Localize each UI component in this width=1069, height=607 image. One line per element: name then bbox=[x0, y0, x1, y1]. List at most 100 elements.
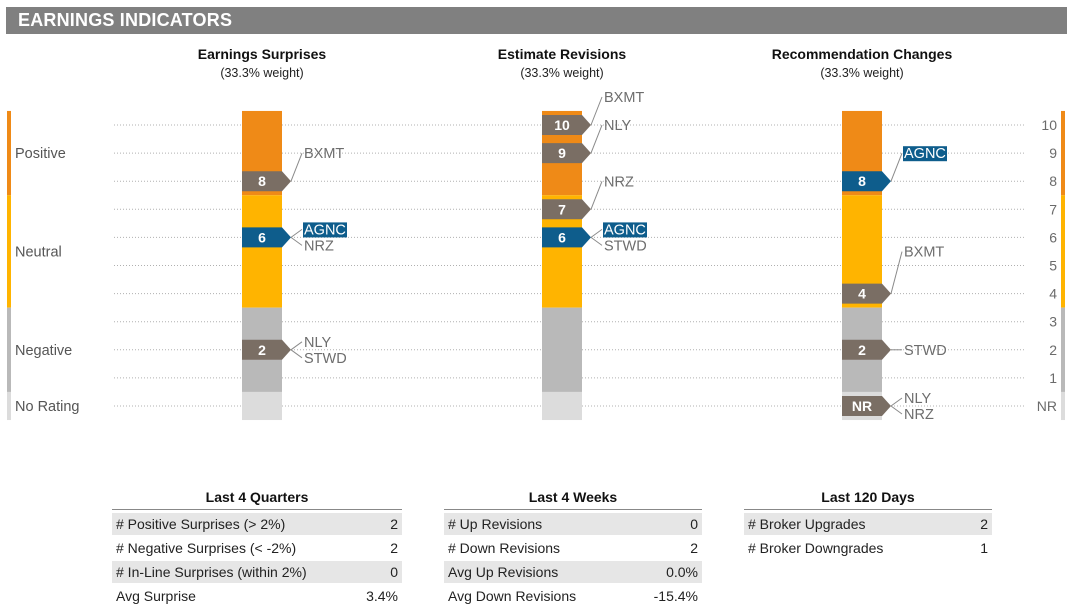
zone-bar-segment bbox=[242, 391, 282, 421]
ticker-highlight bbox=[303, 222, 347, 238]
table-row: # Negative Surprises (< -2%) 2 bbox=[112, 537, 402, 559]
score-marker-label: 8 bbox=[858, 173, 866, 189]
score-marker-label: 4 bbox=[858, 286, 866, 302]
callout-leader bbox=[890, 405, 903, 415]
ticker-label: BXMT bbox=[904, 245, 944, 261]
callout-leader bbox=[290, 153, 303, 182]
y-tick-label: 10 bbox=[1041, 117, 1057, 133]
y-tick-label: 3 bbox=[1049, 314, 1057, 330]
y-tick-label: 2 bbox=[1049, 342, 1057, 358]
y-tick-label: 5 bbox=[1049, 258, 1057, 274]
y-tick-label: NR bbox=[1037, 398, 1057, 414]
row-value: 0 bbox=[390, 564, 398, 580]
score-marker bbox=[842, 283, 891, 304]
ticker-label: AGNC bbox=[304, 222, 346, 238]
ticker-label: AGNC bbox=[604, 222, 646, 238]
table-title: Last 120 Days bbox=[821, 489, 915, 505]
chart-subtitle: (33.3% weight) bbox=[220, 66, 303, 80]
zone-label: Negative bbox=[15, 343, 72, 359]
ticker-label: NRZ bbox=[604, 174, 634, 190]
ticker-label: BXMT bbox=[304, 146, 344, 162]
row-label: # Broker Upgrades bbox=[748, 516, 866, 532]
table-row: # Broker Upgrades 2 bbox=[744, 513, 992, 535]
row-label: # In-Line Surprises (within 2%) bbox=[116, 564, 307, 580]
zone-bar-segment bbox=[242, 195, 282, 308]
score-marker bbox=[242, 171, 291, 192]
zone-band-right bbox=[1061, 391, 1065, 421]
table-last-4-quarters: Last 4 Quarters # Positive Surprises (> … bbox=[112, 489, 402, 607]
callout-leader bbox=[890, 397, 903, 407]
table-row: # Positive Surprises (> 2%) 2 bbox=[112, 513, 402, 535]
row-label: # Broker Downgrades bbox=[748, 540, 884, 556]
callout-leader bbox=[590, 96, 603, 126]
table-divider bbox=[444, 509, 702, 510]
score-marker bbox=[542, 143, 591, 164]
row-label: # Positive Surprises (> 2%) bbox=[116, 516, 286, 532]
score-marker bbox=[842, 171, 891, 192]
zone-band-right bbox=[1061, 110, 1065, 196]
zone-band-left bbox=[7, 110, 11, 196]
row-value: 2 bbox=[980, 516, 988, 532]
table-title: Last 4 Quarters bbox=[205, 489, 309, 505]
row-label: Avg Surprise bbox=[116, 588, 196, 604]
section-title: EARNINGS INDICATORS bbox=[18, 10, 233, 30]
score-marker bbox=[242, 227, 291, 248]
table-row: # In-Line Surprises (within 2%) 0 bbox=[112, 561, 402, 583]
table-divider bbox=[744, 509, 992, 510]
row-value: 0.0% bbox=[666, 564, 698, 580]
score-marker bbox=[842, 339, 891, 360]
score-marker-label: 7 bbox=[558, 201, 566, 217]
ticker-label: STWD bbox=[304, 351, 347, 367]
ticker-label: NRZ bbox=[304, 238, 334, 254]
y-tick-label: 9 bbox=[1049, 145, 1057, 161]
score-marker-label: 9 bbox=[558, 145, 566, 161]
score-marker bbox=[542, 115, 591, 135]
callout-leader bbox=[290, 236, 303, 246]
y-tick-label: 7 bbox=[1049, 201, 1057, 217]
row-label: Avg Down Revisions bbox=[448, 588, 577, 604]
y-tick-label: 1 bbox=[1049, 370, 1057, 386]
zone-label: No Rating bbox=[15, 399, 79, 415]
callout-leader bbox=[890, 251, 903, 294]
header-bar: EARNINGS INDICATORS bbox=[6, 7, 1067, 34]
table-row: # Down Revisions 2 bbox=[444, 537, 702, 559]
ticker-label: STWD bbox=[904, 343, 947, 359]
row-label: # Up Revisions bbox=[448, 516, 543, 532]
score-marker-label: 10 bbox=[554, 117, 570, 133]
y-tick-label: 8 bbox=[1049, 173, 1057, 189]
row-label: Avg Up Revisions bbox=[448, 564, 559, 580]
zone-bar-segment bbox=[542, 307, 582, 392]
row-value: 2 bbox=[390, 540, 398, 556]
zone-band-left bbox=[7, 391, 11, 421]
score-marker-label: 6 bbox=[558, 229, 566, 245]
table-row: Avg Down Revisions -15.4% bbox=[444, 585, 702, 607]
ticker-highlight bbox=[903, 146, 947, 162]
callout-leader bbox=[590, 228, 603, 238]
zone-band-left bbox=[7, 195, 11, 308]
callout-leader bbox=[290, 228, 303, 238]
score-marker bbox=[242, 339, 291, 360]
zone-band-left bbox=[7, 307, 11, 392]
table-divider bbox=[112, 509, 402, 510]
row-value: 0 bbox=[690, 516, 698, 532]
row-label: # Down Revisions bbox=[448, 540, 561, 556]
score-marker bbox=[542, 227, 591, 248]
row-value: 2 bbox=[390, 516, 398, 532]
earnings-indicators-chart: NR 1 2 3 4 5 6 7 8 9 10 Positive Neutral Negative No R… bbox=[7, 46, 1065, 423]
table-last-120-days: Last 120 Days # Broker Upgrades 2 # Brok… bbox=[744, 489, 992, 559]
table-row: # Broker Downgrades 1 bbox=[744, 537, 992, 559]
callout-leader bbox=[590, 236, 603, 246]
y-tick-label: 4 bbox=[1049, 286, 1057, 302]
callout-leader bbox=[290, 341, 303, 351]
table-last-4-weeks: Last 4 Weeks # Up Revisions 0 # Down Rev… bbox=[444, 489, 702, 607]
chart-title: Earnings Surprises bbox=[198, 46, 327, 62]
zone-band-right bbox=[1061, 195, 1065, 308]
score-marker bbox=[542, 199, 591, 220]
row-value: 1 bbox=[980, 540, 988, 556]
ticker-label: NRZ bbox=[904, 407, 934, 423]
ticker-highlight bbox=[603, 222, 647, 238]
callout-leader bbox=[890, 153, 903, 182]
score-marker-label: 8 bbox=[258, 173, 266, 189]
chart-title: Estimate Revisions bbox=[498, 46, 627, 62]
row-label: # Negative Surprises (< -2%) bbox=[116, 540, 297, 556]
